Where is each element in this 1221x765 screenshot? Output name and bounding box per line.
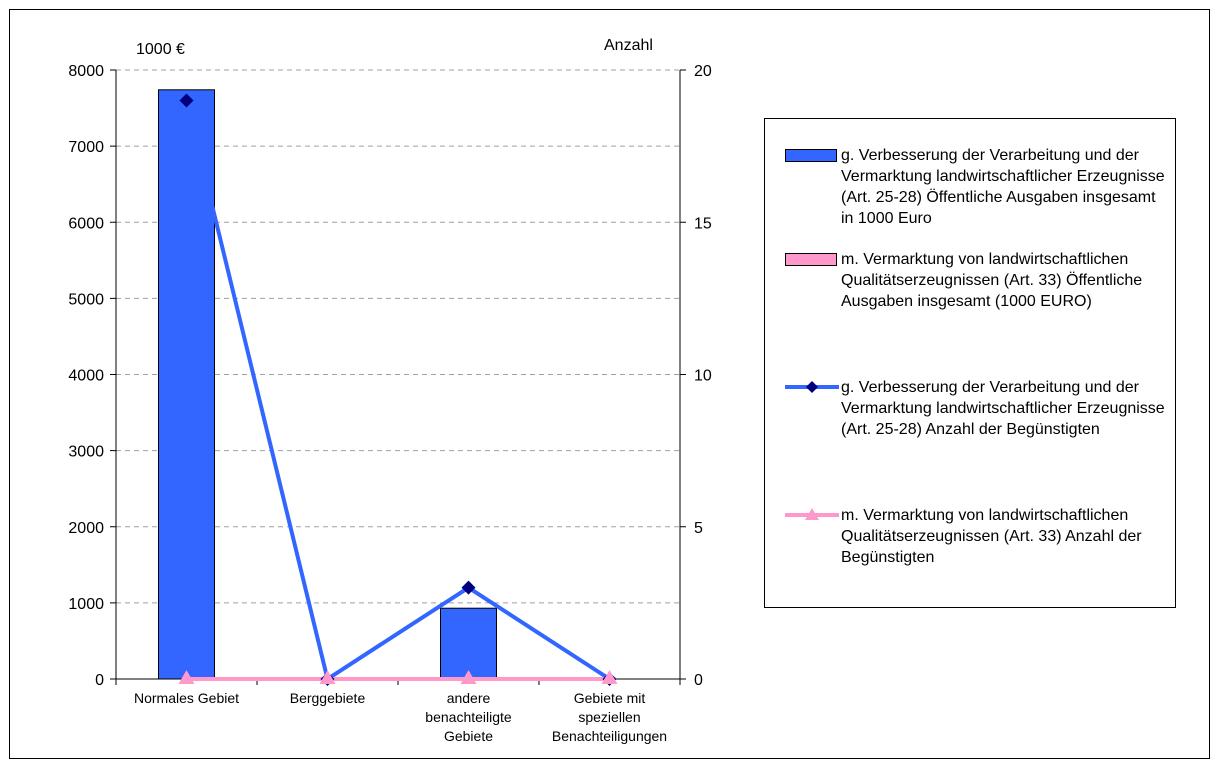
y-left-tick-label: 2000 [68, 520, 104, 537]
diamond-marker [179, 93, 194, 108]
bar [440, 607, 497, 680]
triangle-marker [178, 670, 195, 684]
y-left-tick-label: 0 [95, 672, 104, 689]
y-left-tick-label: 5000 [68, 291, 104, 308]
triangle-marker [460, 670, 477, 684]
category-label: Berggebiete [290, 690, 366, 706]
diamond-marker [461, 580, 476, 595]
bar [158, 89, 215, 680]
y-left-axis-label: 1000 € [136, 41, 185, 58]
category-label: Gebiete mit speziellen Benachteiligungen [552, 690, 667, 744]
legend-swatch-bar-blue [785, 149, 837, 162]
y-right-tick-label: 15 [694, 215, 712, 232]
y-left-tick-label: 3000 [68, 444, 104, 461]
y-left-tick-label: 1000 [68, 596, 104, 613]
y-right-tick-label: 5 [694, 520, 703, 537]
legend-swatch-bar-pink [785, 253, 837, 266]
legend-swatch-line-diamond [785, 381, 839, 393]
category-label: andere benachteiligte Gebiete [425, 690, 512, 744]
y-left-tick-label: 8000 [68, 63, 104, 80]
triangle-marker [319, 670, 336, 684]
series-line [184, 99, 611, 683]
legend-label: m. Vermarktung von landwirtschaftlichen … [841, 251, 1143, 310]
y-left-tick-label: 4000 [68, 368, 104, 385]
legend-swatch-line-triangle [785, 508, 839, 520]
category-label: Normales Gebiet [134, 690, 239, 706]
y-right-axis-label: Anzahl [604, 37, 653, 54]
legend-label: g. Verbesserung der Verarbeitung und der… [841, 379, 1165, 438]
y-left-tick-label: 7000 [68, 139, 104, 156]
y-right-tick-label: 0 [694, 672, 703, 689]
legend: g. Verbesserung der Verarbeitung und der… [764, 118, 1176, 608]
legend-label: m. Vermarktung von landwirtschaftlichen … [841, 507, 1142, 566]
triangle-marker [601, 670, 618, 684]
y-left-tick-label: 6000 [68, 215, 104, 232]
y-right-tick-label: 10 [694, 368, 712, 385]
y-right-tick-label: 20 [694, 63, 712, 80]
legend-label: g. Verbesserung der Verarbeitung und der… [841, 147, 1165, 227]
